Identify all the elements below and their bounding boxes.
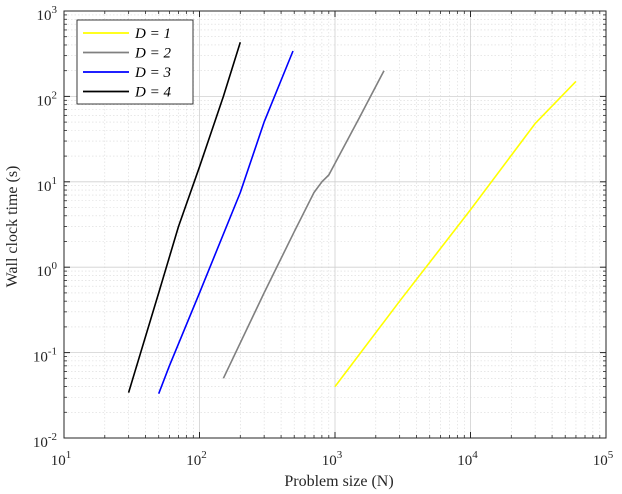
y-tick-label: 10-1 bbox=[33, 346, 57, 366]
x-tick-label: 105 bbox=[593, 449, 614, 469]
y-axis-label: Wall clock time (s) bbox=[4, 166, 21, 288]
series-line-d2 bbox=[222, 70, 385, 379]
x-tick-labels: 101 102 103 104 105 bbox=[51, 449, 614, 469]
y-tick-label: 101 bbox=[37, 175, 58, 195]
legend-label-d4: D = 4 bbox=[134, 85, 171, 101]
y-tick-label: 103 bbox=[37, 4, 58, 24]
legend-box bbox=[76, 19, 194, 105]
x-tick-label: 104 bbox=[457, 449, 478, 469]
y-tick-label: 10-2 bbox=[33, 431, 57, 451]
x-tick-label: 103 bbox=[322, 449, 343, 469]
y-tick-labels: 10-2 10-1 100 101 102 103 bbox=[33, 4, 58, 451]
legend-label-d1: D = 1 bbox=[134, 26, 171, 42]
series-line-d3 bbox=[157, 50, 294, 394]
y-tick-label: 102 bbox=[37, 89, 58, 109]
series-line-d1 bbox=[334, 80, 577, 388]
legend-label-d3: D = 3 bbox=[134, 65, 171, 81]
legend-label-d2: D = 2 bbox=[134, 46, 171, 62]
legend: D = 1 D = 2 D = 3 D = 4 bbox=[76, 19, 194, 105]
series-layer bbox=[127, 42, 577, 394]
x-tick-label: 102 bbox=[186, 449, 207, 469]
series-line-d4 bbox=[127, 42, 242, 393]
y-tick-label: 100 bbox=[37, 260, 58, 280]
tick-marks bbox=[63, 10, 607, 439]
x-tick-label: 101 bbox=[51, 449, 72, 469]
x-axis-label: Problem size (N) bbox=[284, 473, 393, 490]
